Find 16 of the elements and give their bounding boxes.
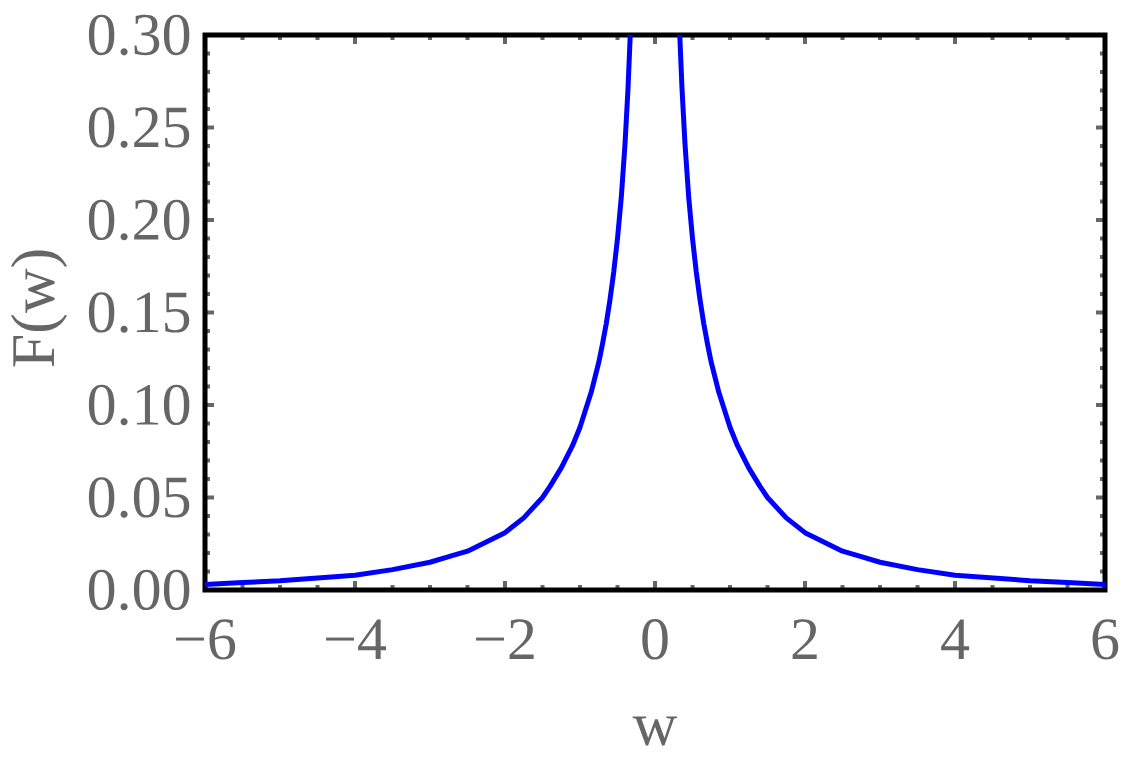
- y-tick-label: 0.20: [88, 199, 190, 241]
- y-tick-label: 0.00: [88, 569, 190, 611]
- x-tick-label: −6: [176, 619, 236, 660]
- x-tick-label: 0: [642, 619, 668, 660]
- y-tick-label: 0.25: [88, 107, 190, 148]
- y-tick-label: 0.30: [88, 14, 190, 56]
- x-tick-label: −4: [326, 619, 386, 659]
- x-tick-label: 4: [941, 619, 970, 659]
- x-tick-label: 2: [792, 619, 817, 659]
- x-axis-title: w: [632, 716, 678, 746]
- y-tick-label: 0.10: [88, 384, 190, 426]
- x-tick-label: −2: [476, 619, 534, 659]
- y-tick-label: 0.15: [88, 292, 190, 333]
- y-axis-title: F(w): [10, 250, 68, 367]
- x-tick-label: 6: [1092, 619, 1119, 660]
- y-tick-label: 0.05: [88, 477, 190, 518]
